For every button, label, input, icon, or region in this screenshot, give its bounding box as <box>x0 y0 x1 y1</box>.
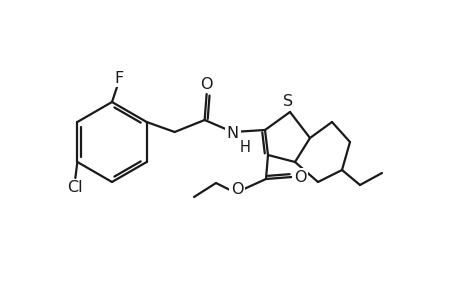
Text: Cl: Cl <box>67 181 83 196</box>
Text: O: O <box>293 169 306 184</box>
Text: O: O <box>230 182 243 197</box>
Text: N: N <box>226 125 238 140</box>
Text: H: H <box>239 140 250 155</box>
Text: O: O <box>200 76 213 92</box>
Text: F: F <box>114 70 123 86</box>
Text: S: S <box>282 94 292 109</box>
